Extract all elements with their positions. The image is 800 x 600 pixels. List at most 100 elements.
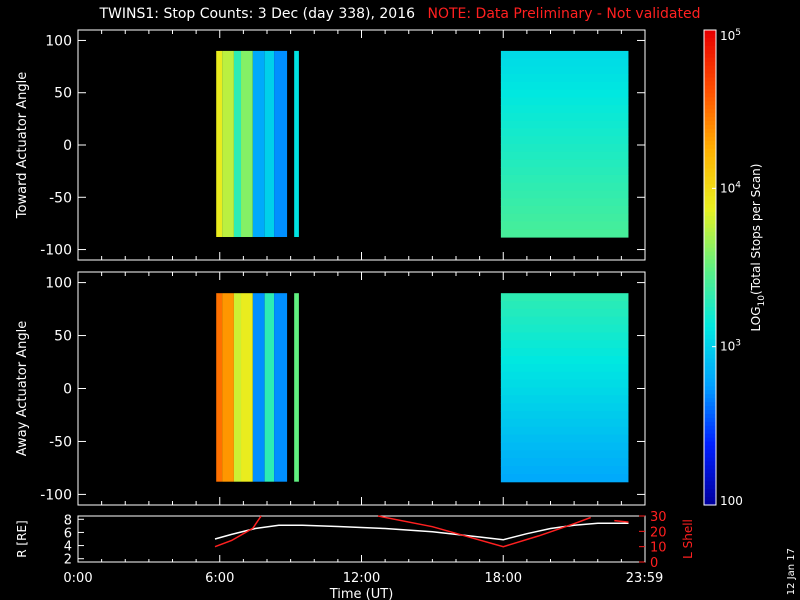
colorbar-swatch xyxy=(704,216,716,221)
heatmap-band xyxy=(500,112,629,122)
colorbar-tick-label: 105 xyxy=(720,28,741,43)
colorbar-swatch xyxy=(704,433,716,439)
heatmap-band xyxy=(500,348,629,357)
colorbar-tick-label: 103 xyxy=(720,339,741,354)
orbit-y-tick-label: 2 xyxy=(64,553,72,568)
colorbar-swatch xyxy=(704,299,716,304)
colorbar-swatch xyxy=(704,136,716,142)
colorbar-swatch xyxy=(704,441,716,447)
heatmap-band xyxy=(500,387,629,396)
heatmap-band xyxy=(500,403,629,412)
heatmap-band xyxy=(500,198,629,207)
colorbar-swatch xyxy=(704,429,716,435)
heatmap-band xyxy=(500,151,629,161)
y-axis-label: Away Actuator Angle xyxy=(15,321,30,456)
colorbar-swatch xyxy=(704,322,716,328)
heatmap-band xyxy=(500,58,629,68)
colorbar-swatch xyxy=(704,49,716,55)
colorbar-tick-label: 100 xyxy=(720,494,743,508)
heatmap-column xyxy=(241,50,253,238)
heatmap-column xyxy=(233,293,242,482)
colorbar-swatch xyxy=(704,57,716,63)
colorbar-tick-label: 104 xyxy=(720,180,741,195)
colorbar-swatch xyxy=(704,489,716,494)
colorbar-swatch xyxy=(704,188,716,193)
colorbar-swatch xyxy=(704,425,716,431)
heatmap-band xyxy=(500,105,629,114)
colorbar-swatch xyxy=(704,85,716,90)
colorbar-swatch xyxy=(704,362,716,368)
colorbar-swatch xyxy=(704,346,716,352)
heatmap-column xyxy=(294,293,299,482)
colorbar-swatch xyxy=(704,77,716,83)
colorbar-swatch xyxy=(704,358,716,364)
colorbar-swatch xyxy=(704,330,716,336)
preliminary-note: NOTE: Data Preliminary - Not validated xyxy=(427,6,701,22)
heatmap-band xyxy=(500,174,629,184)
heatmap-band xyxy=(500,308,629,318)
colorbar-swatch xyxy=(704,378,716,383)
orbit-y2-tick-label: 30 xyxy=(650,510,667,525)
heatmap-column xyxy=(216,293,223,482)
colorbar-swatch xyxy=(704,168,716,174)
colorbar-frame xyxy=(703,29,717,506)
colorbar-swatch xyxy=(704,61,716,67)
heatmap-column xyxy=(222,293,234,482)
colorbar-swatch xyxy=(704,461,716,467)
colorbar-swatch xyxy=(704,255,716,261)
colorbar-swatch xyxy=(704,164,716,170)
colorbar-swatch xyxy=(704,402,716,407)
colorbar-swatch xyxy=(704,247,716,253)
colorbar-swatch xyxy=(704,275,716,280)
colorbar-swatch xyxy=(704,374,716,379)
orbit-y2-tick-label: 20 xyxy=(650,525,667,540)
heatmap-band xyxy=(500,167,629,176)
heatmap-band xyxy=(500,442,629,451)
heatmap-band xyxy=(500,89,629,99)
heatmap-band xyxy=(500,81,629,91)
y-tick-label: -50 xyxy=(49,190,72,206)
colorbar-swatch xyxy=(704,101,716,106)
colorbar-swatch xyxy=(704,338,716,344)
colorbar-swatch xyxy=(704,105,716,110)
colorbar-swatch xyxy=(704,196,716,201)
heatmap-column xyxy=(252,50,265,238)
colorbar-swatch xyxy=(704,204,716,209)
colorbar-swatch xyxy=(704,30,716,35)
heatmap-band xyxy=(500,205,629,215)
colorbar-swatch xyxy=(704,263,716,269)
orbit-y-tick-label: 8 xyxy=(64,513,72,528)
colorbar-swatch xyxy=(704,334,716,340)
heatmap-band xyxy=(500,371,629,381)
orbit-frame xyxy=(77,515,646,563)
colorbar-swatch xyxy=(704,93,716,98)
colorbar-swatch xyxy=(704,152,716,158)
colorbar-swatch xyxy=(704,113,716,118)
x-tick-label: 6:00 xyxy=(205,571,234,586)
colorbar-swatch xyxy=(704,227,716,233)
heatmap-band xyxy=(500,418,629,428)
colorbar-swatch xyxy=(704,366,716,372)
colorbar-swatch xyxy=(704,160,716,166)
heatmap-band xyxy=(500,363,629,373)
colorbar-swatch xyxy=(704,493,716,498)
heatmap-band xyxy=(500,426,629,436)
colorbar-swatch xyxy=(704,37,716,43)
y-axis-label: Toward Actuator Angle xyxy=(15,72,30,219)
heatmap-column xyxy=(241,293,253,482)
colorbar-swatch xyxy=(704,53,716,59)
colorbar-swatch xyxy=(704,326,716,332)
colorbar-swatch xyxy=(704,231,716,237)
colorbar-swatch xyxy=(704,243,716,249)
colorbar-swatch xyxy=(704,370,716,375)
colorbar-swatch xyxy=(704,501,716,506)
heatmap-column xyxy=(252,293,265,482)
colorbar-swatch xyxy=(704,485,716,490)
heatmap-band xyxy=(500,190,629,199)
heatmap-band xyxy=(500,356,629,365)
colorbar-swatch xyxy=(704,239,716,245)
heatmap-band xyxy=(500,450,629,459)
colorbar-swatch xyxy=(704,318,716,324)
heatmap-band xyxy=(500,332,629,341)
